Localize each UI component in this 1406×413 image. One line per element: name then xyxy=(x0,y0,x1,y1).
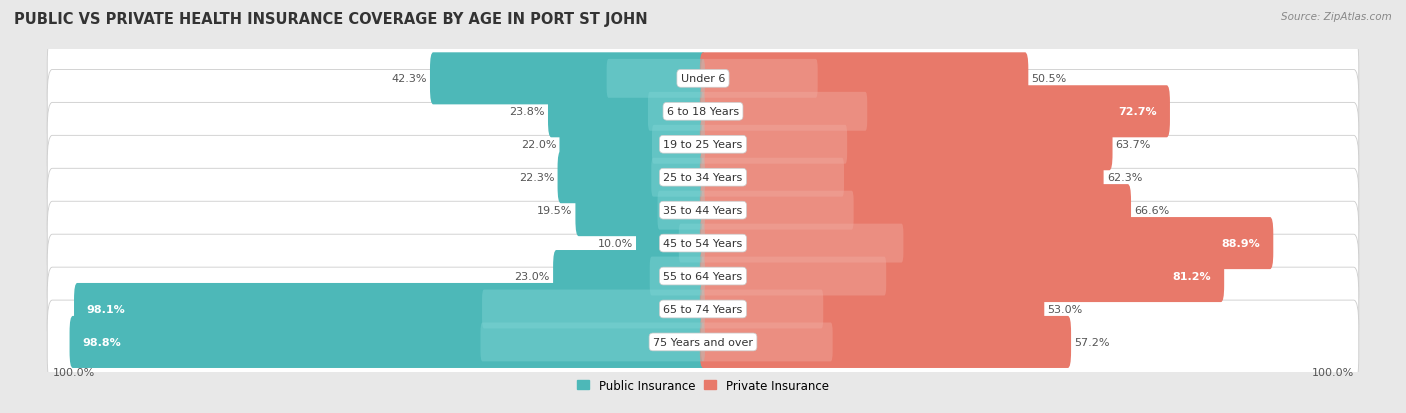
Text: 100.0%: 100.0% xyxy=(1312,367,1354,377)
FancyBboxPatch shape xyxy=(558,152,706,204)
Text: 22.0%: 22.0% xyxy=(520,140,557,150)
FancyBboxPatch shape xyxy=(69,316,706,368)
FancyBboxPatch shape xyxy=(702,93,868,131)
FancyBboxPatch shape xyxy=(702,126,848,164)
Text: 22.3%: 22.3% xyxy=(519,173,554,183)
FancyBboxPatch shape xyxy=(553,250,706,302)
FancyBboxPatch shape xyxy=(700,185,1130,237)
FancyBboxPatch shape xyxy=(481,323,704,361)
Text: 75 Years and over: 75 Years and over xyxy=(652,337,754,347)
FancyBboxPatch shape xyxy=(48,300,1358,384)
FancyBboxPatch shape xyxy=(700,53,1028,105)
FancyBboxPatch shape xyxy=(658,191,704,230)
Text: 23.0%: 23.0% xyxy=(515,271,550,281)
FancyBboxPatch shape xyxy=(48,169,1358,252)
FancyBboxPatch shape xyxy=(700,119,1112,171)
Text: 53.0%: 53.0% xyxy=(1047,304,1083,314)
FancyBboxPatch shape xyxy=(702,60,818,99)
Text: 45 to 54 Years: 45 to 54 Years xyxy=(664,239,742,249)
FancyBboxPatch shape xyxy=(702,224,904,263)
FancyBboxPatch shape xyxy=(652,126,704,164)
Text: 62.3%: 62.3% xyxy=(1107,173,1142,183)
FancyBboxPatch shape xyxy=(651,158,704,197)
FancyBboxPatch shape xyxy=(700,283,1045,335)
Text: 25 to 34 Years: 25 to 34 Years xyxy=(664,173,742,183)
FancyBboxPatch shape xyxy=(702,191,853,230)
FancyBboxPatch shape xyxy=(48,268,1358,351)
Text: 23.8%: 23.8% xyxy=(509,107,544,117)
FancyBboxPatch shape xyxy=(679,224,704,263)
FancyBboxPatch shape xyxy=(575,185,706,237)
Text: Under 6: Under 6 xyxy=(681,74,725,84)
Text: 10.0%: 10.0% xyxy=(598,239,633,249)
FancyBboxPatch shape xyxy=(48,70,1358,154)
FancyBboxPatch shape xyxy=(560,119,706,171)
Legend: Public Insurance, Private Insurance: Public Insurance, Private Insurance xyxy=(578,379,828,392)
Text: 19 to 25 Years: 19 to 25 Years xyxy=(664,140,742,150)
FancyBboxPatch shape xyxy=(700,316,1071,368)
Text: 19.5%: 19.5% xyxy=(537,206,572,216)
Text: 35 to 44 Years: 35 to 44 Years xyxy=(664,206,742,216)
Text: 63.7%: 63.7% xyxy=(1116,140,1152,150)
FancyBboxPatch shape xyxy=(48,136,1358,219)
Text: 98.8%: 98.8% xyxy=(83,337,121,347)
FancyBboxPatch shape xyxy=(548,86,706,138)
FancyBboxPatch shape xyxy=(482,290,704,329)
Text: 57.2%: 57.2% xyxy=(1074,337,1109,347)
FancyBboxPatch shape xyxy=(48,103,1358,187)
FancyBboxPatch shape xyxy=(636,218,706,269)
Text: 55 to 64 Years: 55 to 64 Years xyxy=(664,271,742,281)
FancyBboxPatch shape xyxy=(702,158,844,197)
FancyBboxPatch shape xyxy=(700,218,1274,269)
FancyBboxPatch shape xyxy=(700,152,1104,204)
Text: 81.2%: 81.2% xyxy=(1173,271,1212,281)
Text: 100.0%: 100.0% xyxy=(52,367,94,377)
FancyBboxPatch shape xyxy=(606,60,704,99)
Text: 88.9%: 88.9% xyxy=(1222,239,1261,249)
FancyBboxPatch shape xyxy=(48,202,1358,285)
FancyBboxPatch shape xyxy=(650,257,704,296)
Text: 42.3%: 42.3% xyxy=(391,74,427,84)
FancyBboxPatch shape xyxy=(702,323,832,361)
Text: 72.7%: 72.7% xyxy=(1119,107,1157,117)
FancyBboxPatch shape xyxy=(702,257,886,296)
Text: 98.1%: 98.1% xyxy=(87,304,125,314)
FancyBboxPatch shape xyxy=(700,86,1170,138)
FancyBboxPatch shape xyxy=(48,235,1358,318)
FancyBboxPatch shape xyxy=(430,53,706,105)
FancyBboxPatch shape xyxy=(48,38,1358,121)
FancyBboxPatch shape xyxy=(702,290,824,329)
Text: 66.6%: 66.6% xyxy=(1135,206,1170,216)
Text: Source: ZipAtlas.com: Source: ZipAtlas.com xyxy=(1281,12,1392,22)
FancyBboxPatch shape xyxy=(700,250,1225,302)
Text: PUBLIC VS PRIVATE HEALTH INSURANCE COVERAGE BY AGE IN PORT ST JOHN: PUBLIC VS PRIVATE HEALTH INSURANCE COVER… xyxy=(14,12,648,27)
FancyBboxPatch shape xyxy=(648,93,704,131)
Text: 50.5%: 50.5% xyxy=(1032,74,1067,84)
Text: 65 to 74 Years: 65 to 74 Years xyxy=(664,304,742,314)
Text: 6 to 18 Years: 6 to 18 Years xyxy=(666,107,740,117)
FancyBboxPatch shape xyxy=(75,283,706,335)
